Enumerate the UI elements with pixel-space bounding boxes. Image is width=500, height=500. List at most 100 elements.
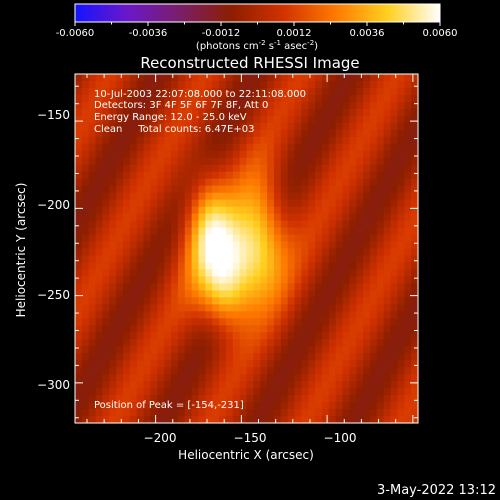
heatmap-cell [75,192,83,201]
heatmap-cell [225,185,234,194]
heatmap-cell [328,276,337,284]
heatmap-cell [212,87,220,96]
heatmap-cell [301,248,309,257]
heatmap-cell [280,199,289,208]
heatmap-cell [95,325,104,333]
heatmap-cell [136,276,145,284]
heatmap-cell [191,402,200,410]
heatmap-cell [246,108,254,117]
heatmap-cell [404,94,412,103]
heatmap-cell [328,178,337,187]
heatmap-cell [383,297,392,305]
heatmap-cell [294,332,302,340]
heatmap-cell [191,353,200,361]
heatmap-cell [81,360,90,368]
heatmap-cell [123,304,131,312]
heatmap-cell [328,157,337,166]
heatmap-cell [157,367,165,375]
heatmap-cell [308,346,316,354]
y-tick-label-3: −150 [37,108,70,122]
heatmap-cell [411,129,419,138]
heatmap-cell [369,136,378,145]
heatmap-cell [369,213,378,222]
heatmap-cell [294,171,302,180]
heatmap-cell [109,213,117,222]
heatmap-cell [335,122,344,131]
heatmap-cell [260,290,268,298]
heatmap-cell [411,213,419,222]
heatmap-cell [123,360,131,368]
heatmap-cell [198,290,206,298]
heatmap-cell [143,150,152,159]
heatmap-cell [390,150,399,159]
heatmap-cell [404,157,412,166]
heatmap-cell [404,325,412,333]
heatmap-cell [205,108,213,117]
heatmap-cell [116,332,124,340]
heatmap-cell [260,381,268,389]
heatmap-cell [342,409,350,417]
heatmap-cell [301,297,309,305]
heatmap-cell [253,318,261,326]
heatmap-cell [328,290,337,298]
heatmap-cell [273,213,282,222]
heatmap-cell [273,108,282,117]
heatmap-cell [267,87,275,96]
heatmap-cell [349,346,357,354]
heatmap-cell [280,325,289,333]
heatmap-cell [184,255,193,264]
heatmap-cell [246,136,254,145]
heatmap-cell [342,332,350,340]
heatmap-cell [301,360,309,368]
heatmap-cell [198,339,206,347]
heatmap-cell [198,206,206,215]
heatmap-cell [397,192,405,201]
heatmap-cell [129,101,138,110]
heatmap-cell [198,199,206,208]
heatmap-cell [205,402,213,410]
heatmap-cell [136,255,145,264]
heatmap-cell [143,234,152,243]
heatmap-cell [157,304,165,312]
heatmap-cell [349,213,357,222]
heatmap-cell [232,367,241,375]
heatmap-cell [198,122,206,131]
heatmap-cell [363,374,371,382]
heatmap-cell [369,241,378,250]
heatmap-cell [157,332,165,340]
heatmap-cell [342,388,350,396]
heatmap-cell [308,206,316,215]
heatmap-cell [150,416,158,424]
heatmap-cell [267,388,275,396]
heatmap-cell [212,339,220,347]
heatmap-cell [397,122,405,131]
heatmap-cell [191,360,200,368]
heatmap-cell [246,122,254,131]
heatmap-cell [136,367,145,375]
axis-ticks [75,74,418,423]
heatmap-cell [356,339,364,347]
heatmap-cell [273,262,282,271]
heatmap-cell [363,74,371,82]
heatmap-cell [376,150,385,159]
heatmap-cell [102,157,110,166]
colorbar-units: (photons cm-2 s-1 asec-2) [196,39,318,52]
heatmap-cell [321,374,330,382]
heatmap-cell [184,346,193,354]
heatmap-cell [335,136,344,145]
heatmap-cell [109,353,117,361]
heatmap-cell [315,339,323,347]
heatmap-cell [363,353,371,361]
heatmap-cell [397,409,405,417]
heatmap-cell [205,192,213,201]
heatmap-cell [157,297,165,305]
heatmap-cell [342,192,350,201]
heatmap-cell [349,269,357,278]
heatmap-cell [267,101,275,110]
heatmap-cell [88,353,97,361]
heatmap-cell [294,178,302,187]
heatmap-cell [184,143,193,152]
heatmap-cell [232,353,241,361]
heatmap-cell [184,339,193,347]
heatmap-cell [246,178,254,187]
